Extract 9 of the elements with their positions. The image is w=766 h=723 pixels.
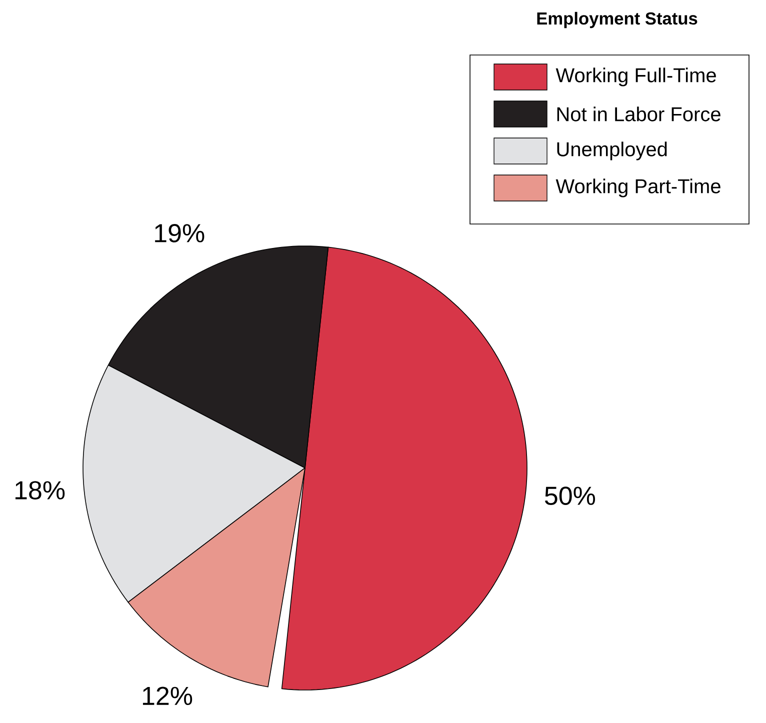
legend-label: Unemployed — [557, 142, 667, 160]
legend-label: Working Full-Time — [556, 68, 716, 86]
legend-title: Employment Status — [537, 12, 698, 28]
data-label: 50% — [544, 486, 596, 506]
data-label: 12% — [142, 686, 192, 705]
legend-label: Not in Labor Force — [557, 106, 720, 122]
legend-label: Working Part-Time — [556, 178, 720, 198]
data-label: 18% — [16, 481, 65, 500]
data-label: 19% — [155, 224, 204, 242]
